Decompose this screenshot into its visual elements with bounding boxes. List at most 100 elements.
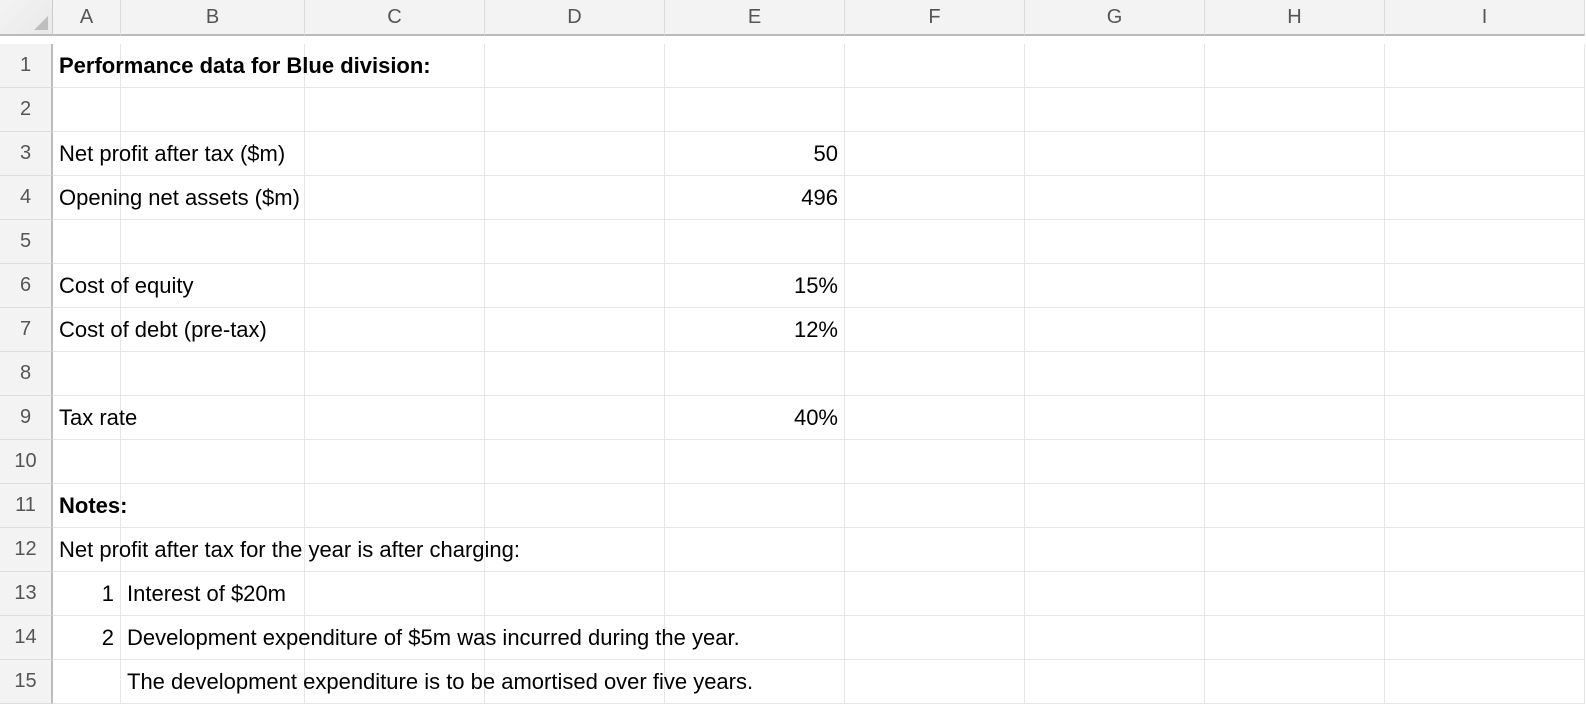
cell-I2[interactable] [1385,88,1585,132]
cell-G14[interactable] [1025,616,1205,660]
row-header-3[interactable]: 3 [0,132,53,176]
cell-G15[interactable] [1025,660,1205,704]
cell-A3[interactable]: Net profit after tax ($m) [53,132,121,176]
cell-D6[interactable] [485,264,665,308]
row-header-15[interactable]: 15 [0,660,53,704]
cell-F14[interactable] [845,616,1025,660]
cell-I1[interactable] [1385,44,1585,88]
cell-G6[interactable] [1025,264,1205,308]
col-header-G[interactable]: G [1025,0,1205,36]
cell-H11[interactable] [1205,484,1385,528]
cell-E1[interactable] [665,44,845,88]
cell-H15[interactable] [1205,660,1385,704]
cell-A9[interactable]: Tax rate [53,396,121,440]
cell-H4[interactable] [1205,176,1385,220]
cell-B11[interactable] [121,484,305,528]
row-header-4[interactable]: 4 [0,176,53,220]
cell-F7[interactable] [845,308,1025,352]
cell-B9[interactable] [121,396,305,440]
row-header-12[interactable]: 12 [0,528,53,572]
col-header-I[interactable]: I [1385,0,1585,36]
cell-A12[interactable]: Net profit after tax for the year is aft… [53,528,121,572]
cell-B10[interactable] [121,440,305,484]
cell-C11[interactable] [305,484,485,528]
cell-A6[interactable]: Cost of equity [53,264,121,308]
cell-I6[interactable] [1385,264,1585,308]
cell-I3[interactable] [1385,132,1585,176]
cell-F8[interactable] [845,352,1025,396]
cell-A1[interactable]: Performance data for Blue division: [53,44,121,88]
cell-A5[interactable] [53,220,121,264]
cell-C6[interactable] [305,264,485,308]
cell-I15[interactable] [1385,660,1585,704]
cell-I4[interactable] [1385,176,1585,220]
cell-I9[interactable] [1385,396,1585,440]
col-header-C[interactable]: C [305,0,485,36]
cell-B2[interactable] [121,88,305,132]
cell-G2[interactable] [1025,88,1205,132]
cell-E3[interactable]: 50 [665,132,845,176]
cell-F3[interactable] [845,132,1025,176]
cell-C5[interactable] [305,220,485,264]
cell-I8[interactable] [1385,352,1585,396]
cell-C8[interactable] [305,352,485,396]
cell-F6[interactable] [845,264,1025,308]
cell-C9[interactable] [305,396,485,440]
col-header-B[interactable]: B [121,0,305,36]
cell-G5[interactable] [1025,220,1205,264]
cell-E12[interactable] [665,528,845,572]
row-header-6[interactable]: 6 [0,264,53,308]
cell-E8[interactable] [665,352,845,396]
row-header-8[interactable]: 8 [0,352,53,396]
spreadsheet-grid[interactable]: A B C D E F G H I 1Performance data for … [0,0,1586,704]
cell-E7[interactable]: 12% [665,308,845,352]
row-header-11[interactable]: 11 [0,484,53,528]
cell-E4[interactable]: 496 [665,176,845,220]
cell-C13[interactable] [305,572,485,616]
cell-H2[interactable] [1205,88,1385,132]
col-header-A[interactable]: A [53,0,121,36]
cell-D5[interactable] [485,220,665,264]
cell-G4[interactable] [1025,176,1205,220]
cell-F12[interactable] [845,528,1025,572]
cell-C4[interactable] [305,176,485,220]
cell-B15[interactable]: The development expenditure is to be amo… [121,660,305,704]
cell-F9[interactable] [845,396,1025,440]
cell-C10[interactable] [305,440,485,484]
cell-F13[interactable] [845,572,1025,616]
cell-G7[interactable] [1025,308,1205,352]
cell-F4[interactable] [845,176,1025,220]
cell-I13[interactable] [1385,572,1585,616]
cell-A14[interactable]: 2 [53,616,121,660]
cell-A4[interactable]: Opening net assets ($m) [53,176,121,220]
row-header-2[interactable]: 2 [0,88,53,132]
cell-B5[interactable] [121,220,305,264]
col-header-D[interactable]: D [485,0,665,36]
cell-H10[interactable] [1205,440,1385,484]
select-all-corner[interactable] [0,0,53,36]
cell-E11[interactable] [665,484,845,528]
cell-C7[interactable] [305,308,485,352]
cell-E5[interactable] [665,220,845,264]
cell-D9[interactable] [485,396,665,440]
row-header-10[interactable]: 10 [0,440,53,484]
cell-F11[interactable] [845,484,1025,528]
cell-G8[interactable] [1025,352,1205,396]
cell-I11[interactable] [1385,484,1585,528]
cell-D11[interactable] [485,484,665,528]
cell-H3[interactable] [1205,132,1385,176]
cell-G1[interactable] [1025,44,1205,88]
cell-G9[interactable] [1025,396,1205,440]
cell-H5[interactable] [1205,220,1385,264]
cell-I12[interactable] [1385,528,1585,572]
cell-B13[interactable]: Interest of $20m [121,572,305,616]
cell-B8[interactable] [121,352,305,396]
cell-C3[interactable] [305,132,485,176]
cell-D8[interactable] [485,352,665,396]
cell-D2[interactable] [485,88,665,132]
cell-E6[interactable]: 15% [665,264,845,308]
cell-D10[interactable] [485,440,665,484]
col-header-F[interactable]: F [845,0,1025,36]
col-header-E[interactable]: E [665,0,845,36]
cell-C2[interactable] [305,88,485,132]
